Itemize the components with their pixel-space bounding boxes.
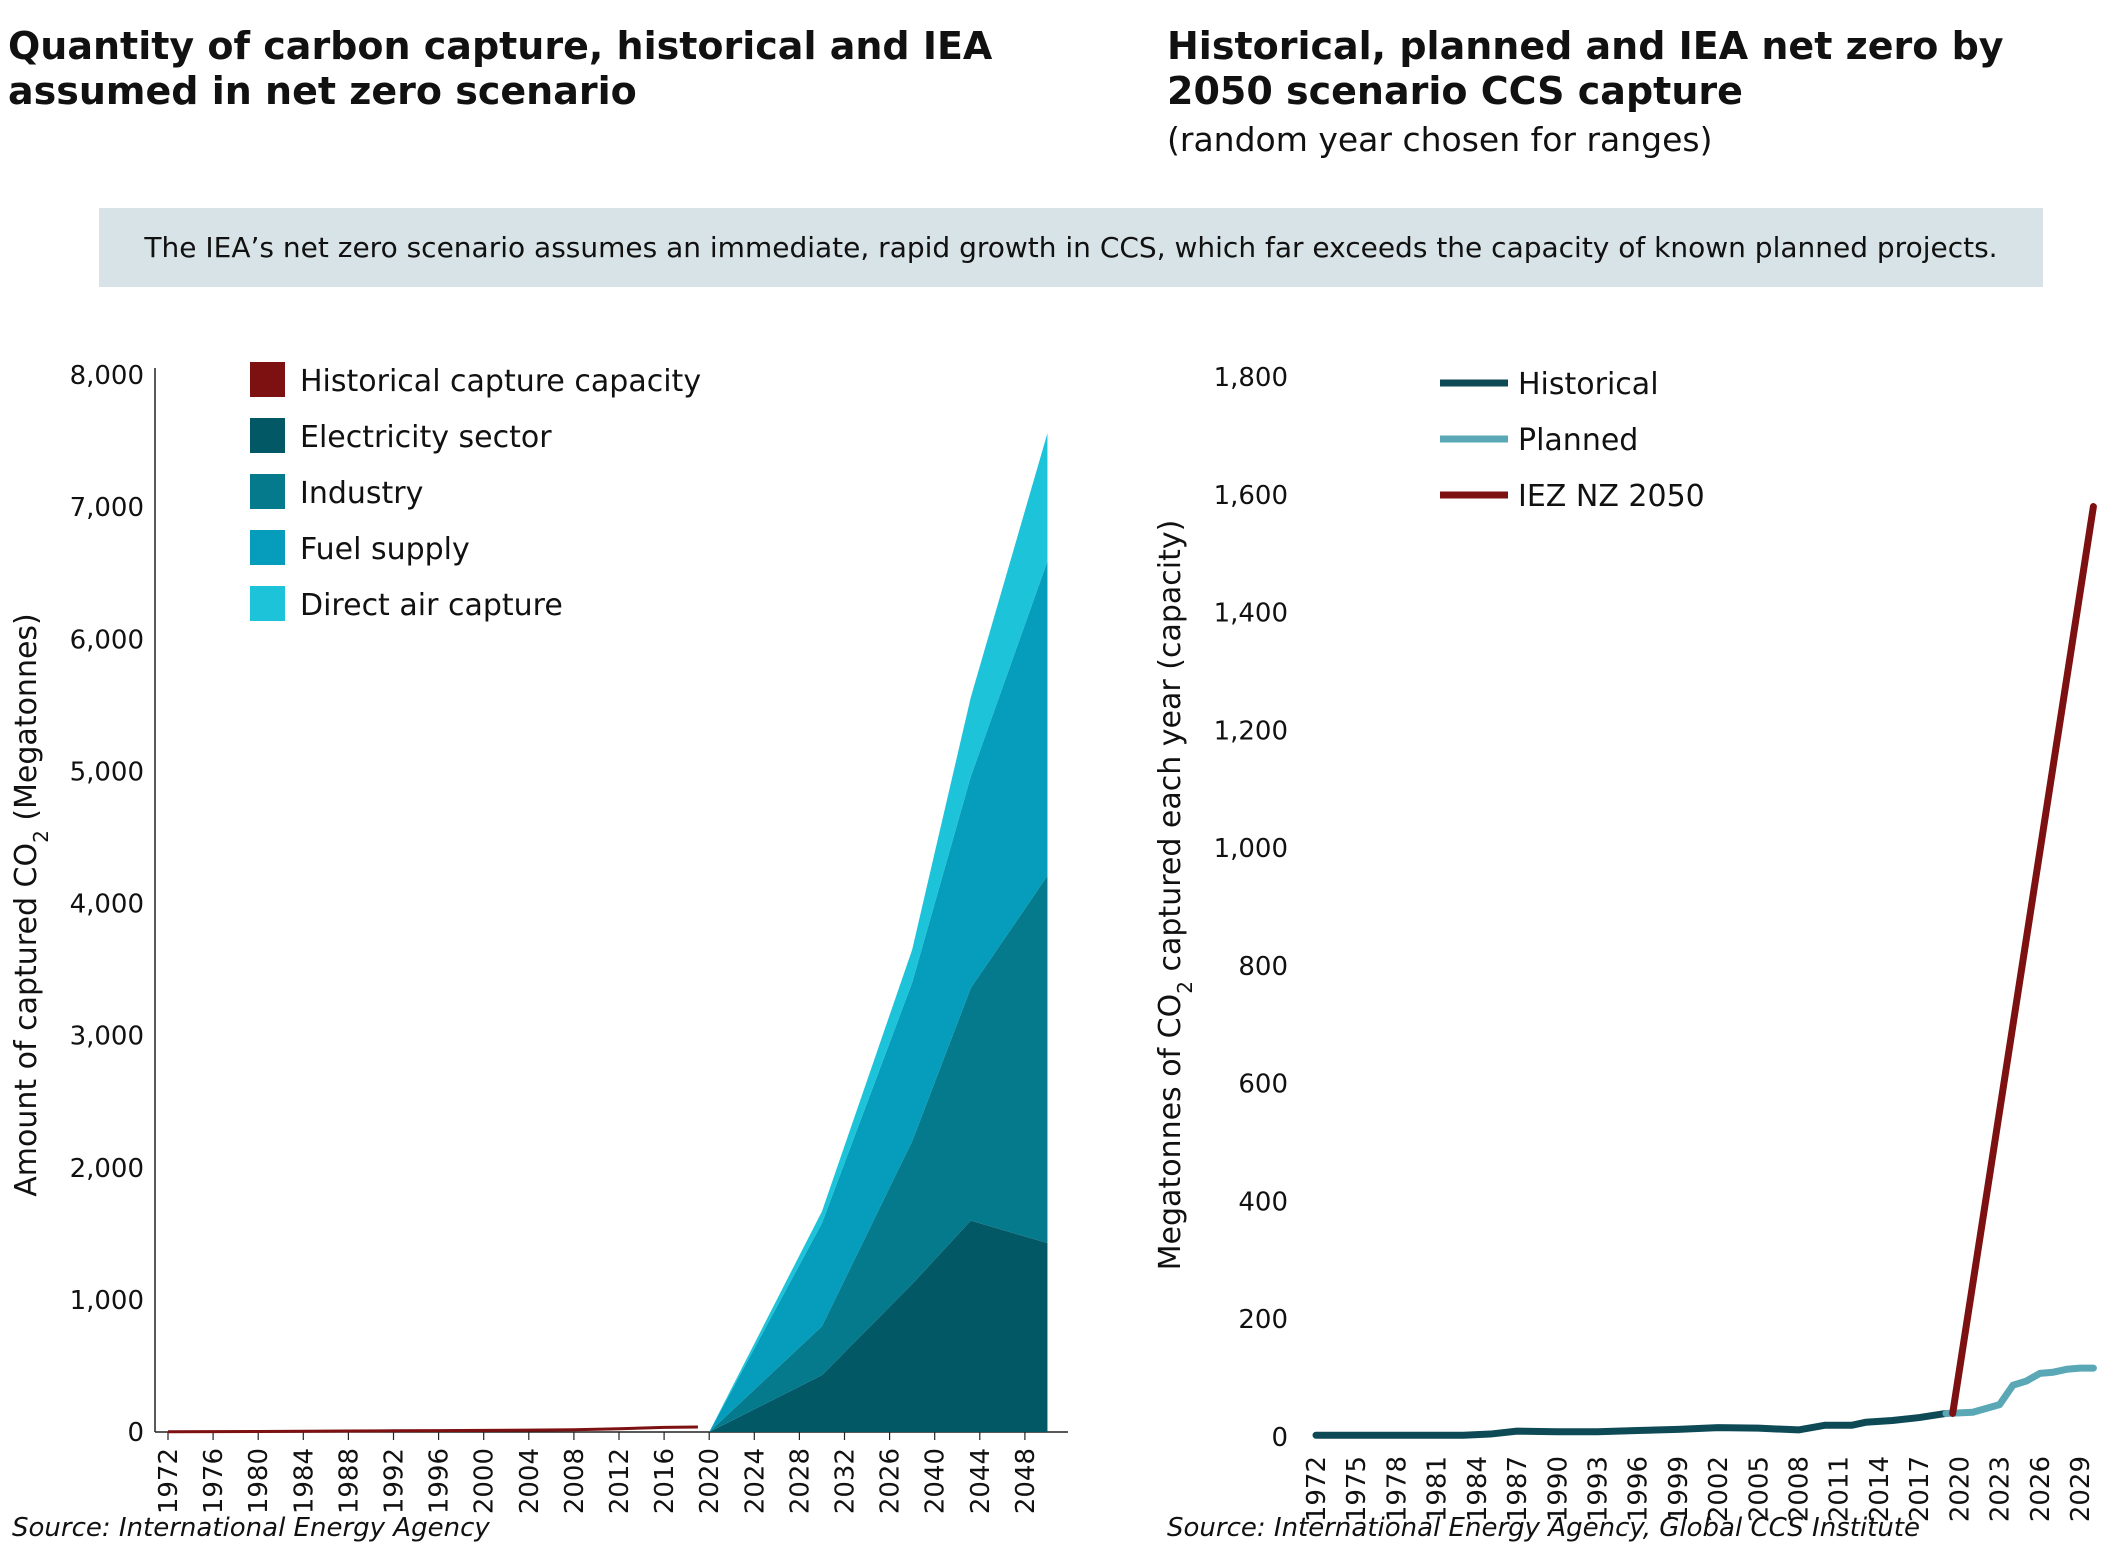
left-y-tick-label: 3,000 [70, 1022, 144, 1052]
right-x-tick-label: 1975 [1342, 1456, 1372, 1522]
area-industry [709, 875, 1048, 1432]
legend-label-direct-air-capture: Direct air capture [300, 588, 563, 623]
left-x-tick-label: 1976 [199, 1448, 229, 1514]
right-x-tick-label: 2008 [1785, 1456, 1815, 1522]
area-historical-capture-capacity [167, 1425, 698, 1434]
legend-swatch-electricity-sector [250, 418, 285, 453]
right-x-tick-label: 1996 [1624, 1456, 1654, 1522]
right-x-tick-label: 2011 [1825, 1456, 1855, 1522]
left-chart-title: Quantity of carbon capture, historical a… [8, 24, 993, 113]
left-x-tick-label: 1980 [244, 1448, 274, 1514]
right-x-tick-label: 1972 [1302, 1456, 1332, 1522]
left-x-tick-label: 2044 [966, 1448, 996, 1514]
line-iez-nz-2050 [1949, 503, 2097, 1417]
left-source-note: Source: International Energy Agency [12, 1513, 490, 1543]
right-x-tick-label: 2029 [2066, 1456, 2096, 1522]
right-x-tick-label: 2026 [2026, 1456, 2056, 1522]
left-x-tick-label: 2048 [1011, 1448, 1041, 1514]
right-x-tick-label: 2023 [1986, 1456, 2016, 1522]
right-x-tick-label: 2020 [1945, 1456, 1975, 1522]
left-x-tick-label: 2012 [605, 1448, 635, 1514]
left-y-axis-title: Amount of captured CO2 (Megatonnes) [9, 613, 53, 1197]
left-x-tick-label: 1972 [154, 1448, 184, 1514]
right-source-note: Source: International Energy Agency, Glo… [1167, 1513, 1920, 1543]
right-chart-subtitle: (random year chosen for ranges) [1167, 120, 1713, 159]
left-x-tick-label: 2028 [785, 1448, 815, 1514]
legend-label-planned: Planned [1518, 423, 1638, 458]
left-x-tick-label: 2000 [470, 1448, 500, 1514]
legend-label-historical: Historical [1518, 367, 1659, 402]
left-x-tick-label: 2032 [831, 1448, 861, 1514]
left-y-tick-label: 4,000 [70, 890, 144, 920]
right-y-tick-label: 400 [1238, 1187, 1288, 1217]
right-x-tick-label: 2002 [1704, 1456, 1734, 1522]
key-finding-banner: The IEA’s net zero scenario assumes an i… [99, 208, 2043, 287]
legend-swatch-historical-capture-capacity [250, 362, 285, 397]
left-y-tick-label: 7,000 [70, 493, 144, 523]
legend-swatch-industry [250, 474, 285, 509]
left-x-tick-label: 2016 [650, 1448, 680, 1514]
left-y-tick-label: 1,000 [70, 1286, 144, 1316]
right-y-tick-label: 1,400 [1214, 599, 1288, 629]
right-y-tick-label: 200 [1238, 1305, 1288, 1335]
left-x-tick-label: 1992 [380, 1448, 410, 1514]
left-y-tick-label: 6,000 [70, 625, 144, 655]
right-x-tick-label: 2005 [1744, 1456, 1774, 1522]
left-x-tick-label: 2008 [560, 1448, 590, 1514]
right-y-tick-label: 1,000 [1214, 834, 1288, 864]
right-y-tick-label: 1,200 [1214, 716, 1288, 746]
left-x-tick-label: 1996 [425, 1448, 455, 1514]
left-x-tick-label: 1988 [334, 1448, 364, 1514]
left-y-tick-label: 2,000 [70, 1154, 144, 1184]
right-x-tick-label: 1990 [1543, 1456, 1573, 1522]
right-x-tick-label: 2017 [1905, 1456, 1935, 1522]
right-y-tick-label: 1,600 [1214, 481, 1288, 511]
legend-label-historical-capture-capacity: Historical capture capacity [300, 364, 701, 399]
legend-swatch-direct-air-capture [250, 586, 285, 621]
right-x-tick-label: 1981 [1423, 1456, 1453, 1522]
area-electricity-sector [709, 1220, 1048, 1432]
legend-label-industry: Industry [300, 476, 423, 511]
right-y-tick-label: 1,800 [1214, 363, 1288, 393]
legend-swatch-fuel-supply [250, 530, 285, 565]
left-y-tick-label: 0 [127, 1418, 144, 1448]
left-y-tick-label: 5,000 [70, 757, 144, 787]
left-x-tick-label: 2026 [876, 1448, 906, 1514]
legend-label-electricity-sector: Electricity sector [300, 420, 552, 455]
banner-text: The IEA’s net zero scenario assumes an i… [144, 231, 1998, 264]
right-y-tick-label: 600 [1238, 1070, 1288, 1100]
right-x-tick-label: 1993 [1583, 1456, 1613, 1522]
legend-label-iez-nz-2050: IEZ NZ 2050 [1518, 479, 1705, 514]
right-x-tick-label: 1984 [1463, 1456, 1493, 1522]
left-x-tick-label: 2020 [695, 1448, 725, 1514]
left-y-tick-label: 8,000 [70, 361, 144, 391]
right-x-tick-label: 2014 [1865, 1456, 1895, 1522]
right-line-chart: 0 200 400 600 800 1,000 1,200 1,400 1,600 1,800 19… [1153, 363, 2097, 1522]
right-y-axis-title: Megatonnes of CO2 captured each year (ca… [1153, 520, 1197, 1271]
right-y-tick-label: 0 [1271, 1423, 1288, 1453]
left-area-chart: 0 1,000 2,000 3,000 4,000 5,000 6,000 7,000 8,00… [9, 361, 1068, 1514]
left-x-tick-label: 2004 [515, 1448, 545, 1514]
line-historical [1312, 1409, 1950, 1439]
right-chart-title: Historical, planned and IEA net zero by … [1167, 24, 2004, 113]
left-x-tick-label: 2040 [921, 1448, 951, 1514]
line-planned [1942, 1364, 2097, 1417]
right-y-tick-label: 800 [1238, 952, 1288, 982]
left-x-tick-label: 2024 [740, 1448, 770, 1514]
legend-label-fuel-supply: Fuel supply [300, 532, 470, 567]
right-x-tick-label: 1987 [1503, 1456, 1533, 1522]
right-x-tick-label: 1978 [1382, 1456, 1412, 1522]
right-x-tick-label: 1999 [1664, 1456, 1694, 1522]
left-x-tick-label: 1984 [289, 1448, 319, 1514]
